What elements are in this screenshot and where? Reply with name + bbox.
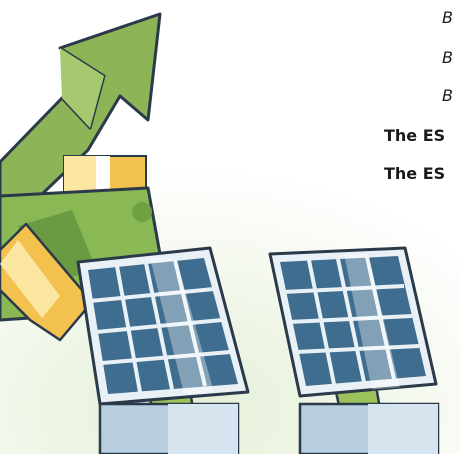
- solar-panel-left-icon: [76, 246, 250, 454]
- coin-strap-icon: [0, 222, 94, 342]
- text-line-1: B: [442, 8, 453, 27]
- solar-panel-right-icon: [268, 246, 440, 454]
- text-line-4: The ES: [384, 126, 446, 145]
- text-line-5: The ES: [384, 164, 446, 183]
- text-line-3: B: [442, 86, 453, 105]
- text-line-2: B: [442, 48, 453, 67]
